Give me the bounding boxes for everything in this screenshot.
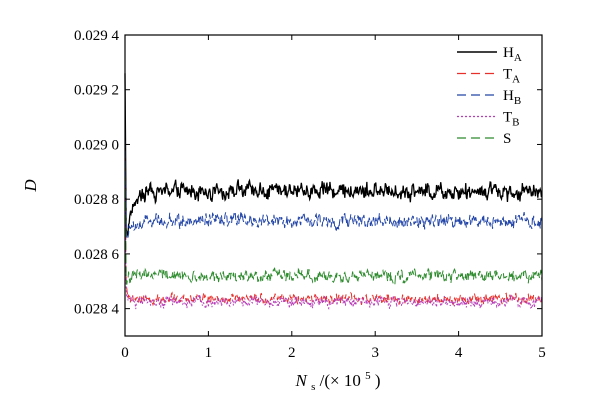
y-tick-label: 0.029 4 [74, 28, 120, 44]
y-axis-label: D [21, 179, 40, 193]
series-line-hb [124, 130, 543, 238]
x-tick-label: 1 [205, 345, 213, 361]
x-axis-label-end: ) [375, 371, 381, 390]
legend-label: TB [503, 110, 520, 129]
x-tick-label: 0 [121, 345, 129, 361]
legend: HA TA HB TB S [457, 45, 522, 147]
x-tick-label: 2 [288, 345, 296, 361]
series-line-s [124, 149, 543, 286]
x-axis-label-rest: /(× 10 [320, 371, 361, 390]
plot-lines [124, 73, 543, 311]
plot-frame [124, 34, 543, 337]
series-line-ha [124, 73, 543, 237]
x-axis-label-sub: s [311, 381, 315, 393]
axis-ticks: 0 1 2 3 4 5 0.028 4 0.028 6 0.028 8 0.029 0 0.029 … [74, 28, 546, 361]
y-tick-label: 0.028 4 [74, 302, 120, 318]
x-axis-label-main: N [295, 371, 309, 390]
legend-label: HA [503, 45, 522, 64]
x-tick-label: 4 [455, 345, 463, 361]
x-axis-label: N s /(× 10 5 ) [295, 364, 381, 394]
y-tick-label: 0.029 0 [74, 137, 119, 153]
x-tick-label: 5 [538, 345, 546, 361]
legend-label: HB [503, 88, 521, 107]
y-tick-label: 0.029 2 [74, 83, 119, 99]
legend-label: S [503, 131, 511, 147]
y-tick-label: 0.028 6 [74, 247, 120, 263]
x-tick-label: 3 [371, 345, 379, 361]
legend-label: TA [503, 67, 520, 86]
x-axis-label-sup: 5 [365, 370, 371, 382]
y-tick-label: 0.028 8 [74, 192, 119, 208]
series-line-ta [124, 144, 543, 307]
